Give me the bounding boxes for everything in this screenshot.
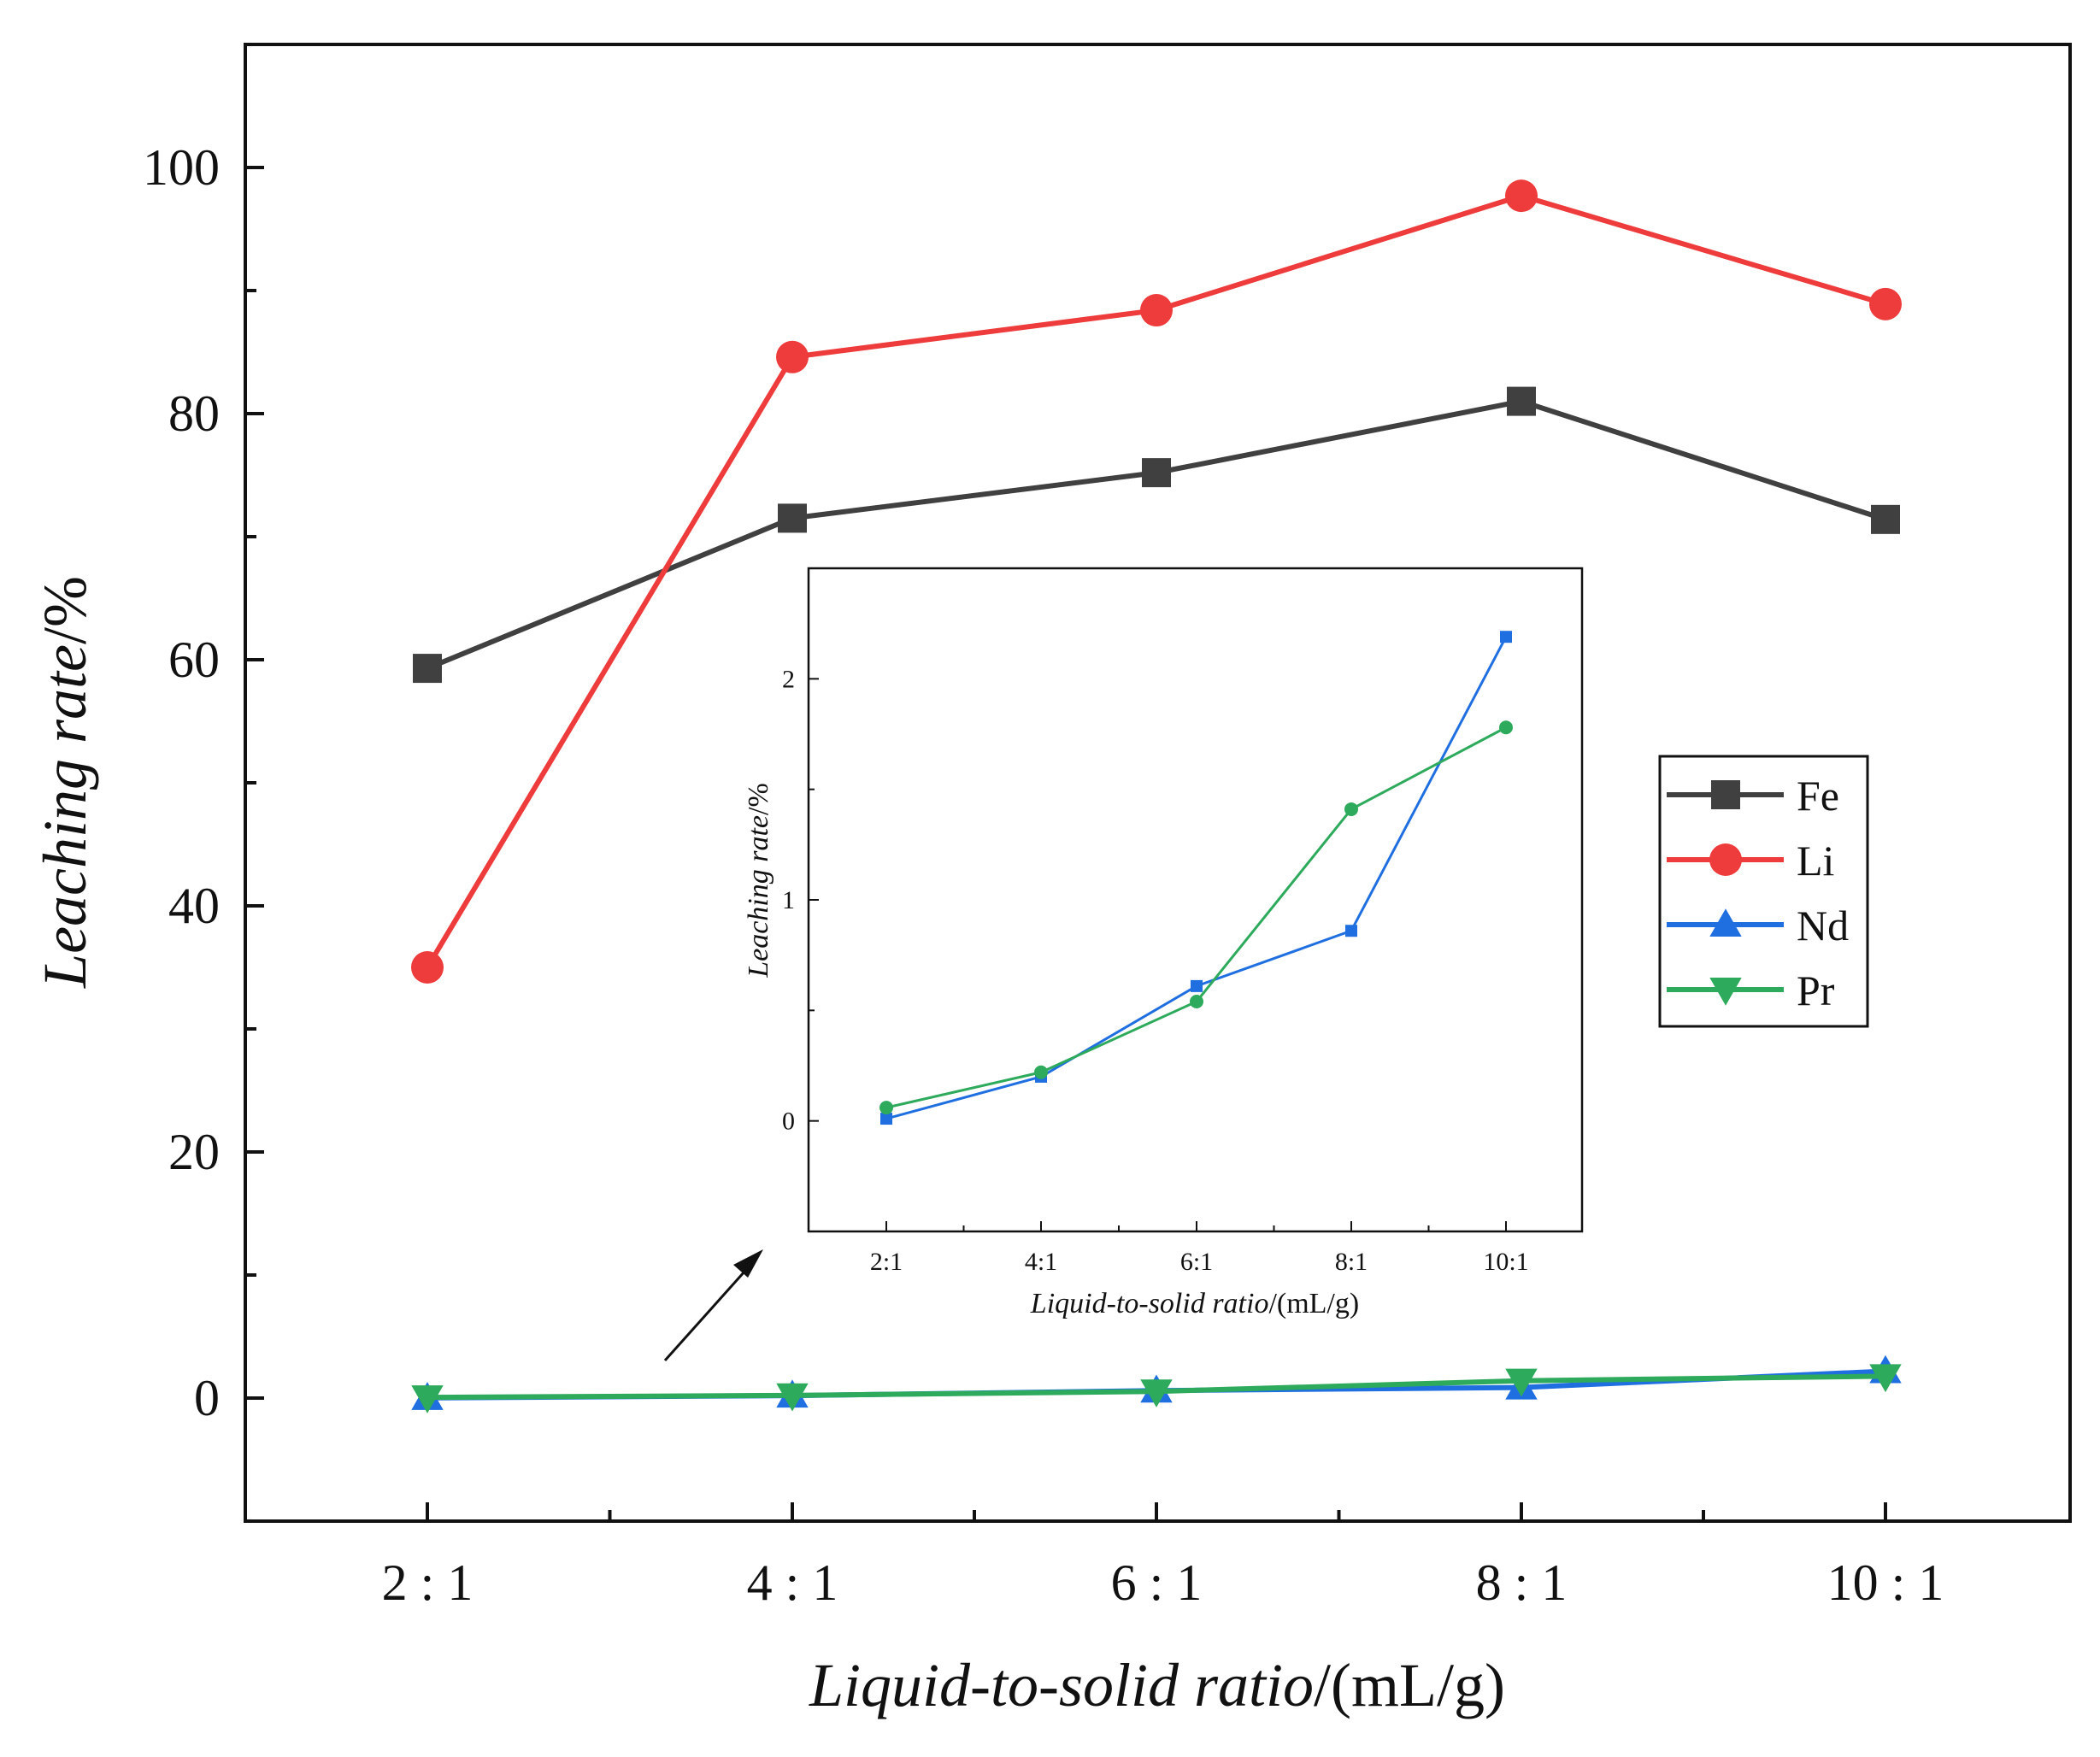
data-point-pr: [1505, 1368, 1538, 1397]
inset-x-axis-title-suffix: /(mL/g): [1268, 1288, 1359, 1319]
inset-x-axis-title-italic: Liquid-to-solid ratio: [1030, 1288, 1269, 1319]
inset-plot: 0 1 2 2:1 4:1 6:1 8:1 10:1 Liquid-to-solid ratio…: [743, 567, 1584, 1319]
y-tick-label: 100: [143, 139, 220, 196]
x-axis-title: Liquid-to-solid ratio/(mL/g): [809, 1651, 1505, 1719]
data-point-fe: [778, 503, 807, 533]
data-point-fe: [413, 654, 442, 684]
data-point-fe: [1871, 504, 1900, 534]
data-point-pr: [1140, 1379, 1173, 1407]
inset-series-nd: [880, 631, 1512, 1125]
series-li: [411, 179, 1902, 984]
arrow-head: [733, 1249, 763, 1278]
legend-swatch-marker: [1711, 780, 1740, 809]
legend-label: Li: [1797, 837, 1834, 884]
inset-x-tick-label: 10:1: [1483, 1248, 1528, 1276]
data-point-fe: [1142, 458, 1171, 488]
inset-data-point-pr: [1499, 720, 1513, 735]
legend-swatch-marker: [1709, 977, 1742, 1006]
inset-x-tick-label: 8:1: [1335, 1248, 1368, 1276]
y-tick-label: 60: [168, 632, 220, 688]
inset-data-point-nd: [1191, 979, 1203, 992]
y-axis-title: Leaching rate/%: [31, 576, 99, 989]
inset-y-tick-label: 0: [782, 1108, 795, 1136]
y-tick-label: 0: [194, 1370, 220, 1426]
legend-swatch-marker: [1709, 908, 1742, 937]
data-point-li: [1869, 287, 1902, 320]
data-point-li: [1505, 179, 1538, 213]
inset-x-tick-label: 6:1: [1180, 1248, 1213, 1276]
legend-frame: [1658, 755, 1869, 1028]
inset-data-point-pr: [1034, 1065, 1048, 1079]
y-tick-label: 20: [168, 1124, 220, 1180]
data-point-li: [776, 340, 809, 373]
x-tick-label: 2 : 1: [382, 1554, 474, 1611]
x-tick-label: 10 : 1: [1827, 1554, 1944, 1611]
legend-item-li: Li: [1667, 837, 1834, 884]
y-axis-title-suffix: /%: [31, 576, 99, 644]
y-tick-label: 80: [168, 385, 220, 442]
data-point-fe: [1507, 386, 1536, 416]
inset-data-point-nd: [880, 1113, 892, 1125]
inset-pointer-arrow: [663, 1249, 763, 1362]
legend-label: Fe: [1797, 772, 1839, 820]
legend-item-nd: Nd: [1667, 902, 1849, 949]
inset-y-axis-title-suffix: /%: [743, 783, 774, 815]
inset-series-pr: [879, 720, 1513, 1115]
legend-label: Nd: [1797, 902, 1849, 949]
legend-item-fe: Fe: [1667, 772, 1839, 820]
x-tick-label: 6 : 1: [1111, 1554, 1203, 1611]
inset-y-axis-title: Leaching rate/%: [743, 783, 774, 978]
legend-item-pr: Pr: [1667, 967, 1835, 1014]
legend-swatch-marker: [1709, 843, 1742, 876]
series-fe: [413, 386, 1900, 684]
inset-data-point-pr: [1344, 802, 1358, 816]
inset-y-tick-label: 1: [782, 886, 795, 914]
x-tick-label: 4 : 1: [747, 1554, 838, 1611]
x-tick-label: 8 : 1: [1476, 1554, 1568, 1611]
inset-y-tick-label: 2: [782, 665, 795, 693]
data-point-li: [411, 951, 444, 984]
inset-x-tick-label: 2:1: [870, 1248, 903, 1276]
y-axis-title-italic: Leaching rate: [31, 644, 99, 989]
series-pr: [411, 1364, 1902, 1413]
x-axis-title-suffix: /(mL/g): [1314, 1651, 1505, 1719]
data-point-pr: [411, 1385, 444, 1413]
data-point-pr: [776, 1383, 809, 1412]
x-axis-title-italic: Liquid-to-solid ratio: [809, 1651, 1314, 1719]
inset-frame: [807, 567, 1584, 1233]
y-tick-label: 40: [168, 878, 220, 934]
inset-data-point-nd: [1500, 631, 1512, 643]
inset-data-point-pr: [1190, 994, 1203, 1008]
inset-data-point-nd: [1345, 925, 1357, 937]
inset-x-axis-title: Liquid-to-solid ratio/(mL/g): [1030, 1288, 1359, 1319]
legend-label: Pr: [1797, 967, 1835, 1014]
inset-y-axis-title-italic: Leaching rate: [743, 815, 774, 978]
data-point-pr: [1869, 1364, 1902, 1393]
inset-x-tick-label: 4:1: [1025, 1248, 1057, 1276]
inset-data-point-pr: [879, 1101, 893, 1115]
arrow-shaft: [663, 1261, 754, 1362]
legend: Fe Li Nd Pr: [1658, 755, 1869, 1028]
data-point-li: [1140, 294, 1173, 327]
